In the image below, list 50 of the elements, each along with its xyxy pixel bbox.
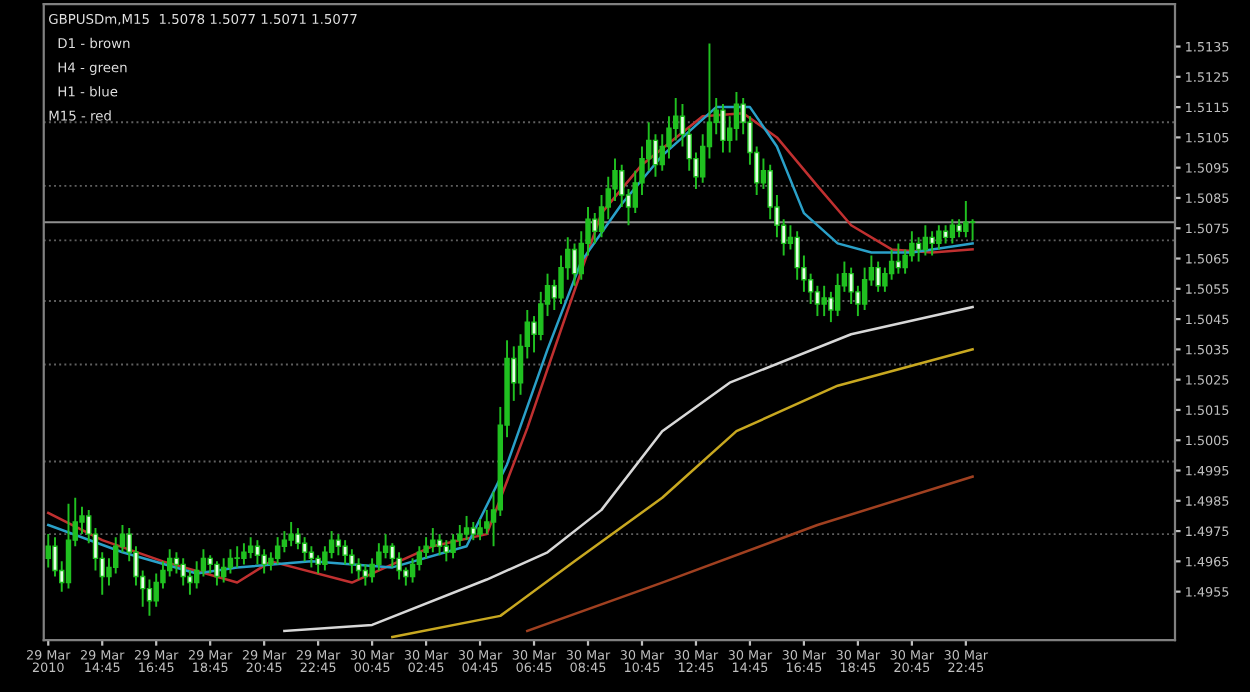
candlestick [895,242,902,275]
candlestick [477,518,483,542]
candlestick [720,103,726,154]
candlestick [335,533,342,557]
candlestick [956,218,962,239]
candlestick [463,514,470,542]
candlestick [922,224,929,257]
candlestick [436,533,443,557]
candlestick [592,212,598,245]
candlestick [430,527,436,554]
candlestick [470,521,477,542]
line-series [526,475,974,633]
candlestick [247,536,254,560]
candlestick [619,163,625,209]
candlestick [274,536,281,566]
candlestick [875,260,881,293]
candlestick [180,557,186,587]
candlestick [942,224,949,245]
candlestick [443,539,450,563]
candlestick [969,218,976,242]
candlestick [949,218,956,245]
candlestick [308,545,315,569]
candlestick [214,560,220,587]
candlestick [65,502,72,590]
candlestick [355,557,362,581]
candlestick [821,284,827,318]
candlestick [915,236,922,263]
candlestick [571,242,578,287]
candlestick [301,536,308,563]
candlestick [220,557,227,584]
candlestick [45,533,51,569]
candlestick [929,230,935,257]
candlestick [362,563,369,587]
candlestick [288,521,294,548]
line-series [391,348,974,639]
candlestick [227,548,234,575]
candlestick [349,548,355,575]
candlestick [234,545,240,569]
candlestick [936,224,942,251]
candlestick [450,533,456,560]
candlestick [261,548,267,575]
candlestick [315,554,321,575]
candlestick [963,200,969,239]
candlestick [828,290,834,324]
candlestick [241,542,247,566]
candlestick [254,539,261,566]
candlestick [396,551,402,581]
candlestick [146,578,153,617]
line-series [283,305,974,633]
candlestick [342,539,348,566]
